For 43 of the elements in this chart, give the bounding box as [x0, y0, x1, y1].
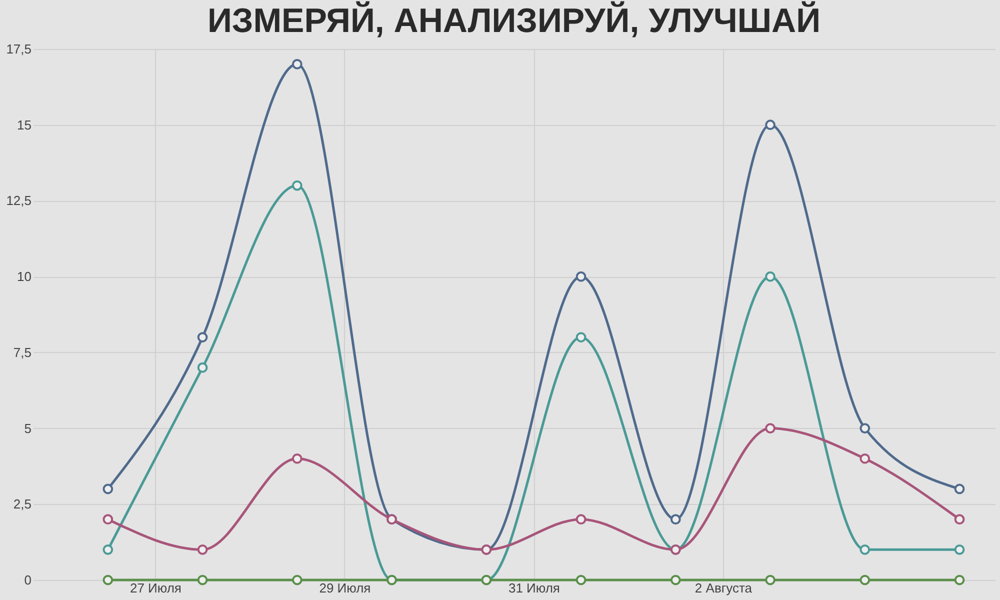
point [197, 574, 208, 586]
point [954, 544, 965, 555]
point [765, 120, 776, 130]
point [292, 58, 302, 70]
y-tick-label: 5 [24, 420, 32, 436]
x-tick-label: 29 Июля [319, 580, 371, 596]
point [576, 574, 586, 586]
y-tick-label: 12,5 [6, 193, 32, 208]
point [197, 362, 208, 373]
point [197, 544, 208, 555]
point [102, 544, 114, 555]
point [102, 484, 114, 494]
point [860, 574, 870, 586]
point [102, 574, 114, 586]
y-tick-label: 10 [17, 269, 32, 284]
point [860, 453, 870, 464]
point [670, 514, 681, 524]
point [292, 453, 302, 464]
point [102, 514, 114, 524]
y-tick-label: 15 [17, 117, 32, 132]
x-tick-label: 2 Августа [694, 580, 753, 596]
y-tick-label: 17,5 [6, 42, 32, 56]
y-tick-label: 0 [24, 572, 32, 588]
point [860, 423, 870, 434]
point [576, 332, 586, 342]
point [765, 271, 776, 282]
point [576, 514, 586, 524]
point [954, 484, 965, 494]
point [860, 544, 870, 555]
point [765, 423, 776, 434]
point [954, 514, 965, 524]
point [292, 180, 302, 191]
x-tick-label: 31 Июля [508, 580, 560, 596]
chart-title: ИЗМЕРЯЙ, АНАЛИЗИРУЙ, УЛУЧШАЙ [207, 1, 821, 40]
point [954, 574, 965, 586]
point [576, 271, 586, 282]
x-tick-label: 27 Июля [130, 580, 182, 596]
point [197, 332, 208, 342]
y-tick-label: 7,5 [13, 344, 32, 360]
point [670, 574, 681, 586]
point [292, 574, 302, 586]
y-tick-label: 2,5 [13, 496, 32, 512]
point [765, 574, 776, 586]
